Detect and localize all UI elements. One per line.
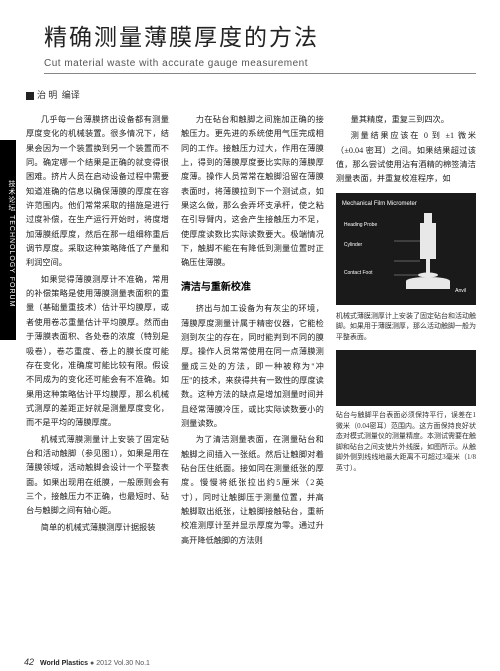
c1-p3: 机械式薄膜测量计上安装了固定砧台和活动触脚（参见图1），如果是用在薄膜领域，活动… — [26, 433, 169, 519]
footer: 42 World Plastics ● 2012 Vol.30 No.1 — [24, 657, 150, 667]
c3-p2: 测量结果应该在 0 到 ±1 微米（±0.04 密耳）之间。如果结果超过该值，那… — [336, 129, 476, 186]
author-role: 编译 — [62, 90, 80, 100]
figure-2-caption: 砧台与触脚平台表面必须保持平行，误差在1微米（0.04密耳）范围内。这方面保持良… — [336, 410, 476, 473]
figure-1-caption: 机械式薄膜测厚计上安装了固定砧台和活动触脚。如果用于薄膜测厚，那么活动触脚一般为… — [336, 311, 476, 343]
section-heading-clean: 清洁与重新校准 — [181, 279, 324, 297]
figure-1-title: Mechanical Film Micrometer — [342, 199, 470, 210]
fig1-label-contact: Contact Foot — [344, 269, 373, 278]
figure-1: Mechanical Film Micrometer Heading Probe… — [336, 193, 476, 305]
author-line: 治 明 编译 — [24, 88, 476, 101]
issue-text: 2012 Vol.30 No.1 — [96, 660, 150, 667]
c1-p2: 如果觉得薄膜测厚计不准确，常用的补偿策略是使用薄膜测量表面积的重量（基础量重技术… — [26, 273, 169, 431]
page-number: 42 — [24, 657, 34, 667]
author-name: 治 明 — [37, 90, 57, 100]
publication-name: World Plastics — [40, 660, 88, 667]
figure-1-diagram — [394, 211, 464, 293]
c2-p2: 挤出与加工设备为有灰尘的环境，薄膜厚度测量计属于精密仪器，它能检测到灰尘的存在，… — [181, 302, 324, 431]
fig1-label-heading: Heading Probe — [344, 221, 377, 230]
subtitle: Cut material waste with accurate gauge m… — [44, 58, 476, 74]
c1-p1: 几乎每一台薄膜挤出设备都有测量厚度变化的机械装置。很多情况下，结果会因为一个装置… — [26, 113, 169, 271]
column-3: 量其精度，重复三到四次。 测量结果应该在 0 到 ±1 微米（±0.04 密耳）… — [336, 113, 476, 550]
fig1-label-cylinder: Cylinder — [344, 241, 362, 250]
c3-p1: 量其精度，重复三到四次。 — [336, 113, 476, 127]
author-marker — [26, 92, 34, 100]
main-title: 精确测量薄膜厚度的方法 — [44, 18, 476, 52]
column-1: 几乎每一台薄膜挤出设备都有测量厚度变化的机械装置。很多情况下，结果会因为一个装置… — [26, 113, 169, 550]
c1-p4: 简单的机械式薄膜测厚计据报装 — [26, 521, 169, 535]
figure-2 — [336, 350, 476, 406]
c2-p3: 为了清洁测量表面，在测量砧台和触脚之间插入一张纸。然后让触脚对着砧台压住纸面。接… — [181, 433, 324, 548]
column-2: 力在砧台和触脚之间施加正确的接触压力。更先进的系统使用气压完成相同的工作。接触压… — [181, 113, 324, 550]
c2-p1: 力在砧台和触脚之间施加正确的接触压力。更先进的系统使用气压完成相同的工作。接触压… — [181, 113, 324, 271]
